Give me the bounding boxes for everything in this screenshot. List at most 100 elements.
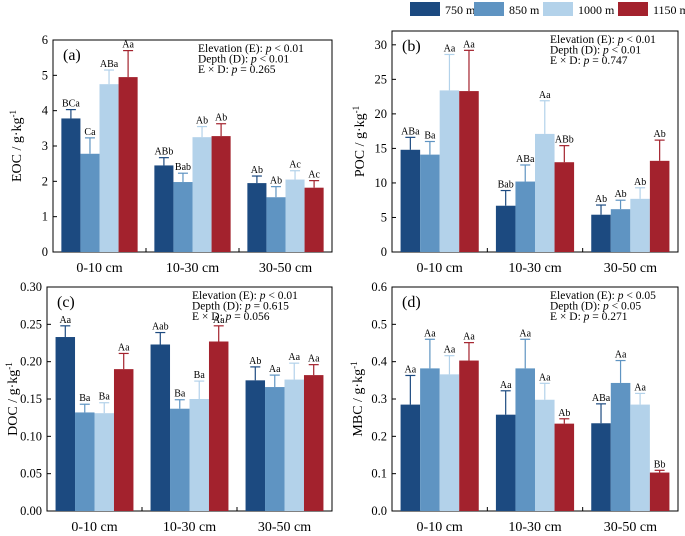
y-tick-label: 10 [375, 176, 388, 190]
y-tick-label: 30 [375, 38, 388, 52]
bar [554, 162, 575, 252]
stats-line: Elevation (E): p < 0.01 [192, 290, 298, 302]
bar [265, 387, 285, 511]
x-tick-label: 10-30 cm [166, 261, 219, 276]
bar [535, 399, 555, 511]
y-axis-label: EOC / g·kg-1 [8, 110, 25, 182]
y-tick-label: 15 [375, 141, 388, 155]
x-tick-label: 10-30 cm [163, 520, 216, 535]
bar [420, 368, 440, 511]
bar [61, 118, 81, 252]
legend-item: 1000 m [543, 2, 615, 17]
significance-label: Aa [444, 345, 456, 356]
legend-item: 1150 m [618, 2, 685, 17]
panels: 0 1 2 3 4 5 6 EOC / g·kg-1 (a) Elevation (E): p <… [4, 30, 679, 535]
bar [535, 133, 555, 252]
panel-3: 0.00 0.05 0.10 0.15 0.20 0.25 0.30 DOC / g·kg-1… [4, 280, 333, 535]
bar [173, 182, 193, 252]
bar [192, 137, 212, 252]
bar [55, 337, 76, 511]
bar [208, 341, 229, 511]
significance-label: Ab [196, 116, 208, 127]
significance-label: Ab [654, 129, 666, 140]
stats-line: Elevation (E): p < 0.05 [550, 290, 656, 302]
significance-label: Ab [270, 176, 282, 187]
significance-label: Aab [152, 322, 169, 333]
significance-label: Ab [251, 165, 263, 176]
significance-label: Aa [288, 352, 300, 363]
significance-label: Aa [539, 372, 551, 383]
significance-label: Aa [500, 380, 512, 391]
y-tick-label: 0 [42, 245, 48, 259]
y-tick-label: 0.30 [20, 280, 42, 294]
bar [649, 160, 670, 252]
significance-label: ABa [592, 393, 611, 404]
significance-label: Aa [122, 40, 134, 51]
significance-label: Bab [175, 162, 191, 173]
bar [495, 414, 516, 511]
significance-label: Aa [634, 382, 646, 393]
y-tick-label: 0.2 [371, 429, 387, 443]
significance-label: Aa [405, 364, 417, 375]
panel-label: (d) [402, 294, 421, 311]
panel-label: (b) [402, 38, 421, 55]
significance-label: Aa [519, 328, 531, 339]
y-tick-label: 0.05 [20, 467, 42, 481]
bar [515, 181, 535, 252]
bar [189, 399, 209, 511]
significance-label: Ab [249, 356, 261, 367]
significance-label: Aa [59, 315, 71, 326]
bar [610, 209, 631, 252]
legend: 750 m 850 m 1000 m 1150 m [410, 2, 685, 17]
bar [400, 404, 421, 511]
bar [211, 136, 231, 252]
stats-line: Depth (D): p < 0.01 [198, 54, 289, 66]
legend-label: 1150 m [653, 3, 685, 17]
bar [439, 374, 460, 511]
x-tick-label: 30-50 cm [258, 520, 311, 535]
significance-label: ABb [154, 147, 173, 158]
significance-label: Aa [615, 350, 627, 361]
bar [75, 412, 95, 511]
bar [439, 90, 460, 252]
significance-label: Ab [558, 408, 570, 419]
significance-label: Ab [595, 194, 607, 205]
y-tick-label: 0.4 [371, 355, 387, 369]
y-tick-label: 4 [42, 104, 49, 118]
y-tick-label: 5 [381, 210, 387, 224]
y-tick-label: 0.5 [371, 317, 387, 331]
stats-line: E × D: p = 0.747 [550, 55, 628, 67]
y-tick-label: 0.00 [20, 504, 42, 518]
y-tick-label: 1 [42, 210, 48, 224]
bar [610, 382, 631, 511]
y-tick-label: 3 [42, 139, 48, 153]
bar [420, 154, 440, 252]
significance-label: Aa [424, 328, 436, 339]
panel-4: 0.0 0.1 0.2 0.3 0.4 0.5 0.6 MBC / g·kg-1 (d) Elev… [349, 280, 679, 535]
stats-line: E × D: p = 0.265 [198, 64, 276, 76]
bar [154, 165, 174, 252]
legend-label: 750 m [445, 3, 476, 17]
x-tick-label: 0-10 cm [417, 520, 463, 535]
bar [245, 380, 266, 511]
bar [400, 149, 421, 252]
y-axis-label: MBC / g·kg-1 [349, 361, 366, 436]
significance-label: Aa [463, 39, 475, 50]
significance-label: Aa [444, 43, 456, 54]
panel-2: 0 5 10 15 20 25 30 POC / g·kg-1 (b) Elevation (E)… [351, 30, 679, 276]
stats-line: Depth (D): p < 0.05 [550, 301, 641, 313]
bar [554, 423, 575, 511]
bar [99, 84, 119, 253]
bar [285, 179, 305, 252]
legend-label: 1000 m [578, 3, 615, 17]
bar [80, 153, 100, 252]
y-tick-label: 20 [375, 107, 388, 121]
bar [630, 198, 650, 252]
x-tick-label: 10-30 cm [508, 261, 561, 276]
y-tick-label: 2 [42, 174, 48, 188]
stats-line: E × D: p = 0.271 [550, 311, 628, 323]
panel-1: 0 1 2 3 4 5 6 EOC / g·kg-1 (a) Elevation (E): p <… [8, 33, 333, 276]
y-tick-label: 0.20 [20, 355, 42, 369]
panel-label: (a) [63, 47, 81, 64]
